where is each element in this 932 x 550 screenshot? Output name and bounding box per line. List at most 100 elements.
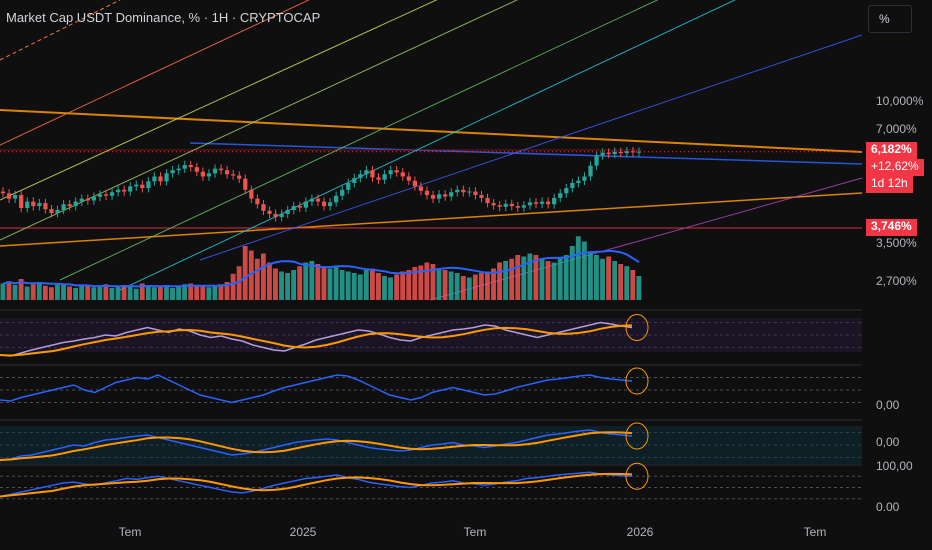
candle-body: [388, 170, 393, 175]
volume-bar: [200, 286, 206, 300]
candle-body: [200, 171, 206, 177]
candle-body: [582, 176, 587, 181]
candle-body: [237, 175, 242, 179]
volume-bar: [581, 241, 587, 300]
candle-body: [158, 176, 163, 182]
volume-bar: [509, 258, 515, 300]
volume-bar: [424, 262, 430, 300]
volume-bar: [497, 262, 502, 300]
volume-bar: [521, 256, 527, 300]
volume-bar: [442, 270, 448, 300]
time-axis-label: Tem: [803, 525, 827, 539]
volume-bar: [376, 273, 381, 300]
volume-bar: [466, 277, 472, 300]
volume-bar: [218, 284, 224, 300]
candle-body: [122, 189, 127, 192]
candle-body: [521, 205, 527, 208]
candle-body: [594, 155, 599, 166]
candle-body: [25, 201, 30, 209]
trend-line: [0, 0, 310, 146]
candle-body: [273, 213, 278, 218]
volume-bar: [170, 288, 175, 300]
pane-line: [0, 429, 633, 461]
volume-bar: [182, 284, 188, 300]
volume-bar: [472, 274, 478, 300]
volume-bar: [97, 286, 103, 300]
candle-body: [19, 195, 24, 209]
candle-body: [418, 186, 424, 191]
volume-bar: [369, 268, 375, 300]
candle-body: [443, 194, 448, 197]
volume-bar: [12, 285, 18, 300]
volume-bar: [55, 283, 60, 300]
volume-bar: [279, 271, 284, 300]
unit-toggle-button[interactable]: %: [868, 5, 912, 33]
volume-bar: [115, 285, 121, 300]
candle-body: [97, 194, 103, 197]
volume-bar: [315, 264, 321, 300]
candle-body: [636, 151, 642, 153]
candle-body: [346, 183, 351, 190]
candle-body: [546, 201, 551, 205]
candle-body: [436, 194, 442, 199]
candle-body: [394, 170, 399, 173]
volume-bar: [430, 264, 436, 300]
trend-line-dashed: [0, 0, 121, 61]
trend-line: [0, 109, 863, 153]
volume-bar: [388, 277, 393, 300]
volume-bar: [273, 268, 278, 300]
trend-line: [59, 0, 659, 281]
candle-body: [382, 174, 387, 180]
candle-body: [364, 170, 369, 175]
candle-body: [85, 198, 90, 201]
candle-body: [340, 189, 345, 196]
candle-body: [115, 189, 121, 193]
candle-body: [67, 204, 72, 207]
volume-bar: [527, 253, 533, 300]
volume-bar: [618, 264, 624, 300]
level-badge: 3,746%: [866, 219, 917, 236]
candle-body: [182, 165, 187, 169]
candle-body: [152, 176, 157, 182]
candle-body: [61, 204, 66, 210]
time-axis-label: Tem: [118, 525, 142, 539]
candle-body: [612, 151, 617, 155]
candle-body: [485, 197, 490, 204]
candle-body: [449, 192, 454, 197]
candle-body: [194, 167, 199, 172]
candle-body: [267, 210, 272, 214]
volume-bar: [260, 253, 266, 300]
candle-body: [515, 206, 520, 208]
time-axis-label: 2025: [289, 525, 317, 539]
candle-body: [291, 206, 296, 210]
volume-bar: [448, 271, 454, 300]
volume-bar: [121, 285, 127, 300]
volume-bar: [242, 246, 248, 300]
candle-body: [6, 193, 12, 199]
trend-line: [189, 142, 863, 165]
trend-line: [429, 177, 863, 301]
price-axis-label: 7,000%: [876, 122, 917, 136]
candle-body: [225, 170, 230, 175]
volume-bar: [133, 288, 139, 300]
volume-bar: [194, 285, 200, 300]
candle-body: [552, 197, 557, 205]
volume-bar: [176, 285, 181, 300]
candle-body: [376, 177, 381, 180]
change-badge: +12,62%: [866, 159, 924, 176]
candle-body: [467, 191, 472, 193]
candle-body: [527, 202, 533, 206]
candle-body: [13, 195, 18, 199]
volume-bar: [230, 273, 236, 300]
volume-bar: [363, 270, 369, 300]
volume-bar: [357, 274, 363, 300]
candle-body: [212, 168, 218, 174]
candle-body: [261, 204, 266, 211]
candle-body: [334, 195, 339, 203]
trend-line: [0, 192, 863, 247]
trend-lines: [0, 0, 863, 301]
volume-bar: [248, 250, 254, 300]
candle-body: [600, 152, 605, 156]
